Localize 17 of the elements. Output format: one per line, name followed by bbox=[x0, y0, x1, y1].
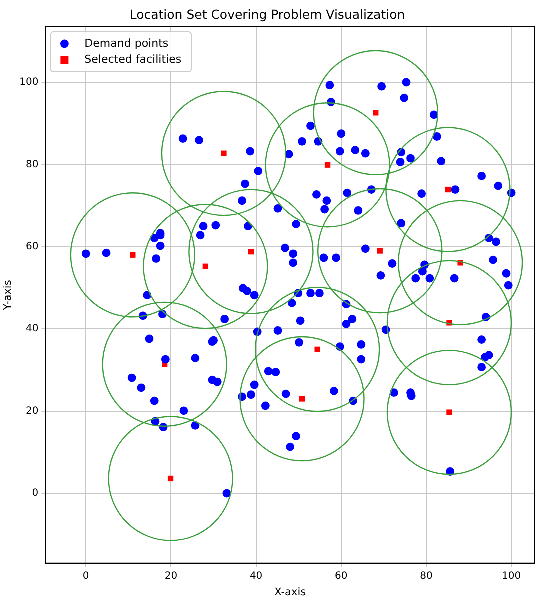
y-tick-label: 20 bbox=[26, 406, 39, 417]
y-tick-label: 100 bbox=[20, 77, 39, 88]
x-tick-label: 60 bbox=[335, 570, 348, 582]
x-tick-label: 80 bbox=[420, 570, 433, 582]
legend-label: Selected facilities bbox=[84, 52, 182, 66]
y-axis-title: Y-axis bbox=[2, 280, 14, 312]
x-axis-title: X-axis bbox=[274, 586, 306, 598]
y-tick-label: 60 bbox=[26, 241, 39, 252]
y-tick-label: 40 bbox=[26, 324, 39, 335]
x-tick-label: 20 bbox=[164, 570, 178, 582]
y-tick-label: 80 bbox=[26, 159, 39, 170]
chart-title: Location Set Covering Problem Visualization bbox=[130, 6, 406, 22]
y-tick-label: 0 bbox=[32, 488, 39, 500]
x-tick-label: 0 bbox=[82, 570, 90, 582]
legend-label: Demand points bbox=[84, 36, 169, 50]
x-tick-label: 100 bbox=[502, 570, 522, 582]
x-tick-label: 40 bbox=[250, 570, 263, 582]
